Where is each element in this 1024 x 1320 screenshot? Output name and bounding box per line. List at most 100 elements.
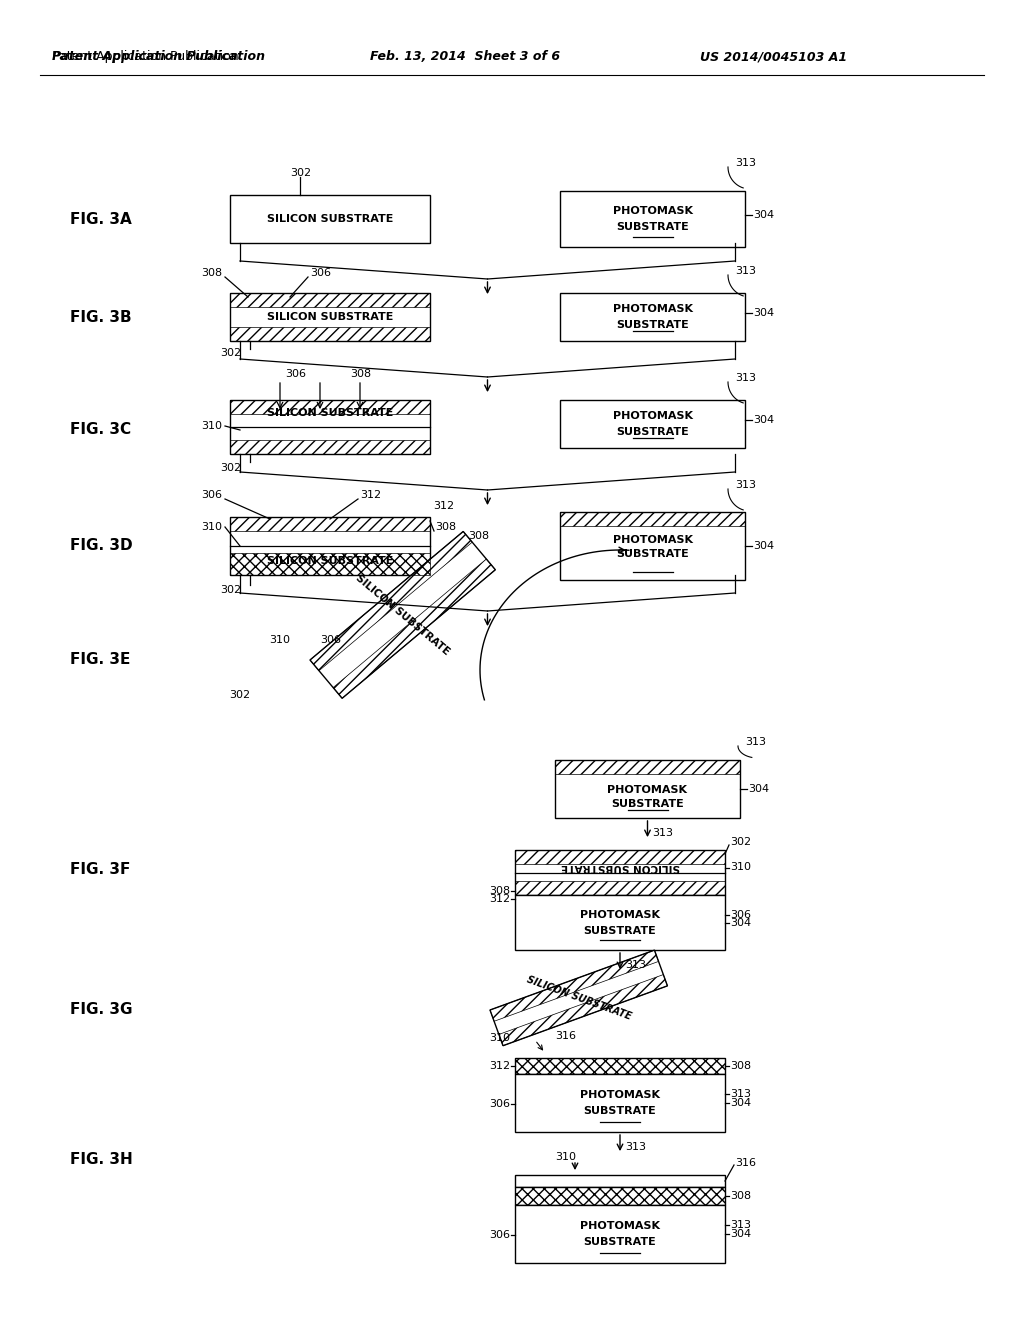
Text: PHOTOMASK: PHOTOMASK: [612, 411, 692, 421]
Text: 313: 313: [735, 158, 756, 168]
Bar: [230, 517, 430, 531]
Bar: [333, 560, 496, 698]
Text: SUBSTRATE: SUBSTRATE: [584, 1237, 656, 1247]
Bar: [230, 195, 430, 243]
Bar: [560, 293, 745, 341]
Text: 306: 306: [489, 1230, 510, 1239]
Text: 313: 313: [652, 828, 674, 838]
Text: 304: 304: [730, 1229, 752, 1239]
Text: 310: 310: [730, 862, 751, 873]
Bar: [515, 1074, 725, 1133]
Text: 304: 304: [753, 414, 774, 425]
Text: 304: 304: [753, 210, 774, 220]
Text: SUBSTRATE: SUBSTRATE: [584, 925, 656, 936]
Bar: [310, 532, 472, 671]
Text: Patent Application Publication: Patent Application Publication: [52, 50, 265, 63]
Bar: [515, 1059, 725, 1074]
Text: FIG. 3A: FIG. 3A: [70, 211, 132, 227]
Text: PHOTOMASK: PHOTOMASK: [580, 909, 660, 920]
Bar: [499, 974, 668, 1045]
Bar: [310, 532, 496, 698]
Text: 304: 304: [730, 1098, 752, 1107]
Text: Feb. 13, 2014  Sheet 3 of 6: Feb. 13, 2014 Sheet 3 of 6: [370, 50, 560, 63]
Bar: [555, 760, 740, 818]
Text: 306: 306: [489, 1100, 510, 1109]
Text: SILICON SUBSTRATE: SILICON SUBSTRATE: [525, 974, 633, 1022]
Bar: [515, 1059, 725, 1074]
Text: 304: 304: [748, 784, 769, 795]
Text: 308: 308: [350, 370, 371, 379]
Text: PHOTOMASK: PHOTOMASK: [612, 206, 692, 216]
Text: FIG. 3G: FIG. 3G: [70, 1002, 132, 1018]
Text: 310: 310: [201, 521, 222, 532]
Bar: [490, 950, 668, 1045]
Bar: [230, 293, 430, 341]
Bar: [230, 400, 430, 454]
Bar: [230, 517, 430, 576]
Text: FIG. 3C: FIG. 3C: [70, 421, 131, 437]
Text: SUBSTRATE: SUBSTRATE: [584, 1106, 656, 1115]
Text: 313: 313: [745, 737, 766, 747]
Text: 316: 316: [735, 1158, 756, 1168]
Text: 306: 306: [730, 909, 751, 920]
Text: 304: 304: [730, 917, 752, 928]
Text: 312: 312: [488, 1061, 510, 1071]
Text: SILICON SUBSTRATE: SILICON SUBSTRATE: [267, 312, 393, 322]
Text: 302: 302: [290, 168, 311, 178]
Text: 308: 308: [435, 521, 456, 532]
Text: 312: 312: [433, 502, 455, 511]
Text: 304: 304: [753, 308, 774, 318]
Text: FIG. 3D: FIG. 3D: [70, 539, 133, 553]
Bar: [515, 1205, 725, 1263]
Bar: [515, 880, 725, 895]
Text: SILICON SUBSTRATE: SILICON SUBSTRATE: [267, 556, 393, 565]
Bar: [560, 512, 745, 525]
Bar: [230, 327, 430, 341]
Text: 313: 313: [735, 267, 756, 276]
Text: FIG. 3E: FIG. 3E: [70, 652, 130, 668]
Text: 304: 304: [753, 541, 774, 550]
Text: 313: 313: [735, 480, 756, 490]
Bar: [555, 760, 740, 774]
Text: 310: 310: [489, 1034, 510, 1043]
Text: US 2014/0045103 A1: US 2014/0045103 A1: [700, 50, 847, 63]
Text: 312: 312: [360, 490, 381, 500]
Text: SUBSTRATE: SUBSTRATE: [611, 799, 684, 809]
Text: SILICON SUBSTRATE: SILICON SUBSTRATE: [267, 408, 393, 418]
Text: SILICON SUBSTRATE: SILICON SUBSTRATE: [354, 573, 452, 657]
Text: 302: 302: [220, 463, 241, 473]
Text: SUBSTRATE: SUBSTRATE: [616, 549, 689, 558]
Text: SILICON SUBSTRATE: SILICON SUBSTRATE: [560, 862, 680, 873]
Bar: [490, 950, 658, 1022]
Text: 302: 302: [220, 348, 241, 358]
Bar: [515, 850, 725, 895]
Text: SILICON SUBSTRATE: SILICON SUBSTRATE: [267, 214, 393, 224]
Text: FIG. 3H: FIG. 3H: [70, 1152, 133, 1167]
Text: SUBSTRATE: SUBSTRATE: [616, 426, 689, 437]
Bar: [230, 293, 430, 308]
Text: 313: 313: [730, 1220, 751, 1230]
Text: 310: 310: [201, 421, 222, 432]
Bar: [560, 512, 745, 579]
Text: 313: 313: [730, 1089, 751, 1100]
Text: PHOTOMASK: PHOTOMASK: [612, 304, 692, 314]
Text: 302: 302: [229, 690, 250, 700]
Text: Patent Application Publication: Patent Application Publication: [52, 50, 239, 63]
Bar: [515, 1187, 725, 1205]
Text: 310: 310: [269, 635, 290, 645]
Text: 308: 308: [730, 1191, 752, 1201]
Text: 302: 302: [730, 837, 752, 847]
Text: 310: 310: [555, 1152, 575, 1162]
Text: 308: 308: [488, 886, 510, 896]
Text: PHOTOMASK: PHOTOMASK: [580, 1221, 660, 1232]
Text: PHOTOMASK: PHOTOMASK: [580, 1090, 660, 1100]
Text: 306: 306: [310, 268, 331, 279]
Text: 312: 312: [488, 894, 510, 904]
Bar: [560, 191, 745, 247]
Text: 308: 308: [730, 1061, 752, 1071]
Bar: [560, 400, 745, 447]
Text: 306: 306: [285, 370, 306, 379]
Text: 313: 313: [625, 960, 646, 970]
Text: 306: 306: [319, 635, 341, 645]
Text: PHOTOMASK: PHOTOMASK: [612, 535, 692, 545]
